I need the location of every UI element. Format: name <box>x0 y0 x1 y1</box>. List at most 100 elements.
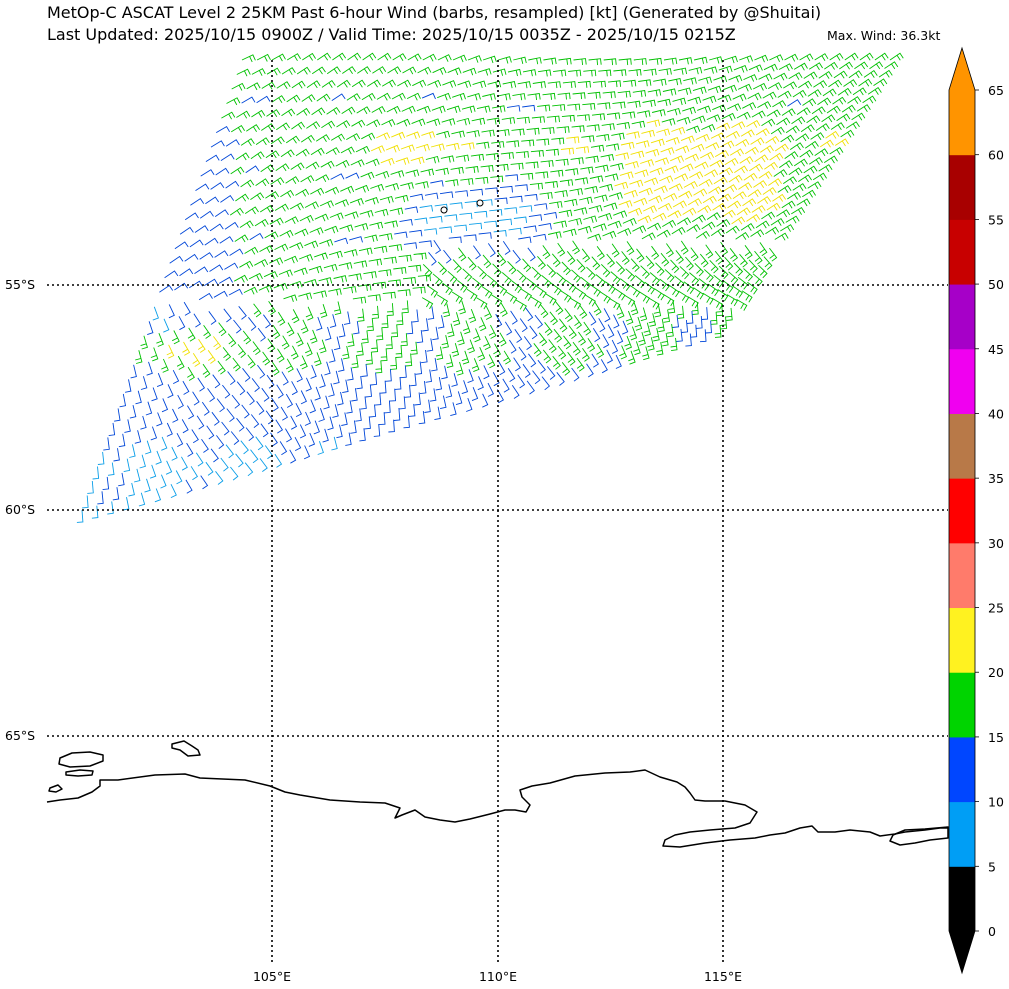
wind-barb <box>251 68 266 76</box>
wind-barb <box>657 98 671 106</box>
wind-barb <box>664 165 679 174</box>
wind-barb <box>727 200 742 209</box>
wind-barb <box>725 225 740 234</box>
wind-barb <box>543 57 557 65</box>
wind-barb <box>651 245 660 260</box>
wind-barb <box>327 416 334 431</box>
wind-barb <box>339 224 354 232</box>
wind-barb <box>698 178 713 187</box>
wind-barb <box>146 361 153 376</box>
wind-barb <box>743 74 758 82</box>
wind-barb <box>744 146 759 155</box>
wind-barb <box>464 200 478 208</box>
wind-barb <box>144 478 151 493</box>
wind-barb <box>709 259 719 274</box>
wind-barb <box>319 374 326 389</box>
wind-barb <box>603 308 611 323</box>
wind-barb <box>773 72 788 81</box>
wind-barb <box>172 369 180 385</box>
wind-barb <box>421 92 436 100</box>
wind-barb <box>776 117 791 126</box>
wind-barb <box>656 342 664 356</box>
wind-barb <box>231 394 241 409</box>
wind-barb <box>258 284 273 293</box>
wind-barb <box>445 384 453 398</box>
wind-barb <box>344 211 359 219</box>
wind-barb <box>647 222 662 231</box>
wind-barb <box>504 207 518 214</box>
wind-barb <box>222 347 232 361</box>
wind-barb <box>564 308 573 322</box>
wind-barb <box>856 104 871 112</box>
wind-barb <box>475 176 489 184</box>
wind-barb <box>296 66 311 75</box>
wind-barb <box>360 396 367 410</box>
wind-barb <box>394 231 408 238</box>
wind-barb <box>643 205 658 214</box>
wind-barb <box>549 311 559 326</box>
wind-barb <box>789 142 804 151</box>
wind-barb <box>625 161 639 169</box>
wind-barb <box>769 247 778 262</box>
lat-label-60: 60°S <box>5 502 35 517</box>
wind-barb <box>507 68 522 77</box>
wind-barb <box>587 91 601 99</box>
wind-barb <box>113 448 120 462</box>
wind-barb <box>172 408 179 423</box>
wind-barb <box>220 153 235 161</box>
wind-barb <box>652 212 667 221</box>
wind-barb <box>452 259 462 273</box>
wind-barb <box>391 92 406 101</box>
wind-barb <box>432 67 447 75</box>
wind-barb <box>191 429 199 444</box>
wind-barb <box>694 262 704 277</box>
wind-barb <box>361 363 368 377</box>
wind-barb <box>246 82 261 91</box>
wind-barb <box>522 69 537 77</box>
wind-barb <box>690 324 698 338</box>
colorbar-segment <box>949 413 975 479</box>
colorbar-tick-label: 40 <box>988 406 1004 421</box>
wind-barb <box>847 96 862 104</box>
wind-barb <box>168 304 175 319</box>
wind-barb <box>796 107 811 116</box>
wind-barb <box>736 299 748 311</box>
wind-barb <box>679 163 694 172</box>
wind-barb <box>245 165 260 174</box>
wind-barb <box>497 93 511 101</box>
wind-barb <box>660 147 675 155</box>
graticule <box>47 60 948 962</box>
wind-barb <box>687 198 702 206</box>
wind-barb <box>250 192 265 201</box>
wind-barb <box>280 189 295 198</box>
wind-barb <box>598 212 613 221</box>
wind-barb <box>321 79 336 88</box>
wind-barb <box>351 355 359 369</box>
wind-barb <box>798 80 813 89</box>
wind-barb <box>750 137 765 146</box>
wind-barb <box>452 312 461 326</box>
wind-barb <box>311 107 326 116</box>
wind-barb <box>535 171 549 179</box>
wind-barb <box>635 140 650 148</box>
wind-barb <box>199 252 214 260</box>
wind-barb <box>363 271 377 279</box>
wind-barb <box>176 355 185 370</box>
wind-barb <box>574 177 589 185</box>
wind-barb <box>274 203 289 212</box>
wind-barb <box>246 391 255 406</box>
wind-barb <box>430 143 445 151</box>
wind-barb <box>641 129 655 138</box>
wind-barb <box>229 207 244 216</box>
wind-barb <box>482 254 492 269</box>
wind-barb <box>567 351 576 366</box>
wind-barb <box>182 380 190 395</box>
wind-barb <box>276 81 291 89</box>
wind-barb <box>382 291 396 299</box>
wind-barb <box>725 130 740 139</box>
wind-barb <box>595 164 609 172</box>
wind-barb <box>527 247 536 262</box>
wind-barb <box>291 80 306 89</box>
wind-barb <box>277 311 286 326</box>
wind-barb <box>230 431 240 445</box>
